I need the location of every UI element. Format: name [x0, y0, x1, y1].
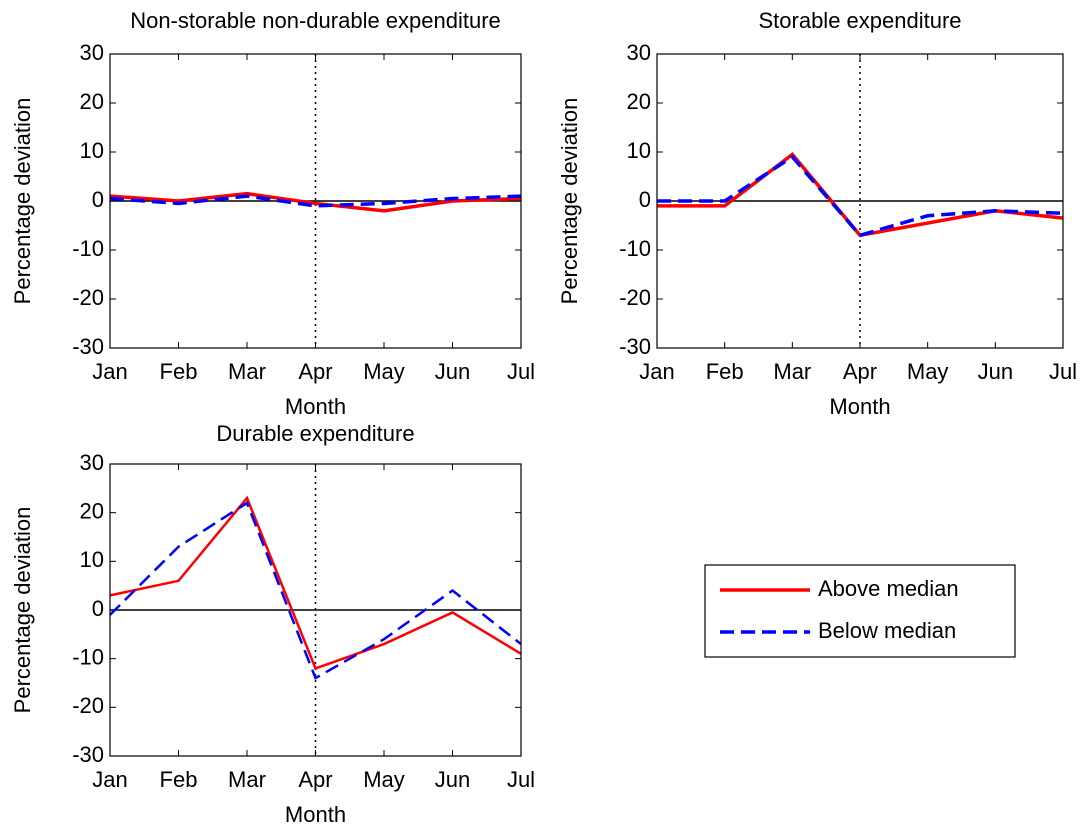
y-tick-label: 30 [627, 40, 651, 65]
y-tick-label: 30 [80, 450, 104, 475]
y-tick-label: 20 [80, 498, 104, 523]
subplot: Non-storable non-durable expenditure Mont… [10, 8, 535, 419]
y-tick-label: -30 [72, 334, 104, 359]
x-axis-label: Month [829, 394, 890, 419]
chart-title: Storable expenditure [758, 8, 961, 33]
chart-title: Durable expenditure [216, 421, 414, 446]
y-tick-label: -20 [619, 285, 651, 310]
x-axis-label: Month [285, 802, 346, 827]
x-tick-label: Apr [298, 767, 332, 792]
x-tick-label: Jul [507, 359, 535, 384]
y-axis-label: Percentage deviation [10, 507, 35, 714]
y-axis-label: Percentage deviation [557, 98, 582, 305]
subplot: Storable expenditure Month Percentage devi… [557, 8, 1077, 419]
series-line [109, 501, 522, 680]
x-tick-label: Jan [92, 359, 127, 384]
series-line [109, 194, 522, 208]
y-tick-label: -10 [72, 236, 104, 261]
x-tick-label: Jan [639, 359, 674, 384]
legend: Above median Below median [704, 564, 1016, 658]
x-tick-label: Mar [228, 767, 266, 792]
chart-title: Non-storable non-durable expenditure [130, 8, 501, 33]
x-tick-label: Jul [1049, 359, 1077, 384]
axes-box [656, 53, 1064, 349]
y-tick-label: -30 [619, 334, 651, 359]
y-tick-label: -30 [72, 742, 104, 767]
axes-box [109, 463, 522, 757]
x-tick-label: May [907, 359, 949, 384]
y-tick-label: 0 [92, 187, 104, 212]
series-line [109, 495, 522, 670]
x-tick-label: Feb [160, 767, 198, 792]
x-tick-label: Feb [160, 359, 198, 384]
x-tick-label: Apr [298, 359, 332, 384]
y-tick-label: 0 [639, 187, 651, 212]
x-tick-label: Feb [706, 359, 744, 384]
y-tick-label: -20 [72, 285, 104, 310]
y-tick-label: 30 [80, 40, 104, 65]
subplot: Durable expenditure Month Percentage devia… [10, 421, 535, 827]
x-tick-label: Mar [228, 359, 266, 384]
x-tick-label: Jun [435, 359, 470, 384]
series-line [657, 154, 1064, 238]
x-tick-label: Apr [843, 359, 877, 384]
legend-label: Above median [818, 576, 959, 601]
x-tick-label: Jun [435, 767, 470, 792]
series-line [109, 191, 522, 213]
y-tick-label: 10 [627, 138, 651, 163]
x-tick-label: May [363, 767, 405, 792]
y-tick-label: 10 [80, 138, 104, 163]
y-tick-label: 0 [92, 596, 104, 621]
y-tick-label: 20 [80, 89, 104, 114]
x-axis-label: Month [285, 394, 346, 419]
y-tick-label: 10 [80, 547, 104, 572]
legend-box [704, 564, 1016, 658]
x-tick-label: Jun [978, 359, 1013, 384]
legend-label: Below median [818, 618, 956, 643]
x-tick-label: Jan [92, 767, 127, 792]
axes-box [109, 53, 522, 349]
x-tick-label: Jul [507, 767, 535, 792]
x-tick-label: May [363, 359, 405, 384]
y-axis-label: Percentage deviation [10, 98, 35, 305]
x-tick-label: Mar [773, 359, 811, 384]
y-tick-label: -10 [72, 644, 104, 669]
y-tick-label: -10 [619, 236, 651, 261]
y-tick-label: -20 [72, 693, 104, 718]
y-tick-label: 20 [627, 89, 651, 114]
